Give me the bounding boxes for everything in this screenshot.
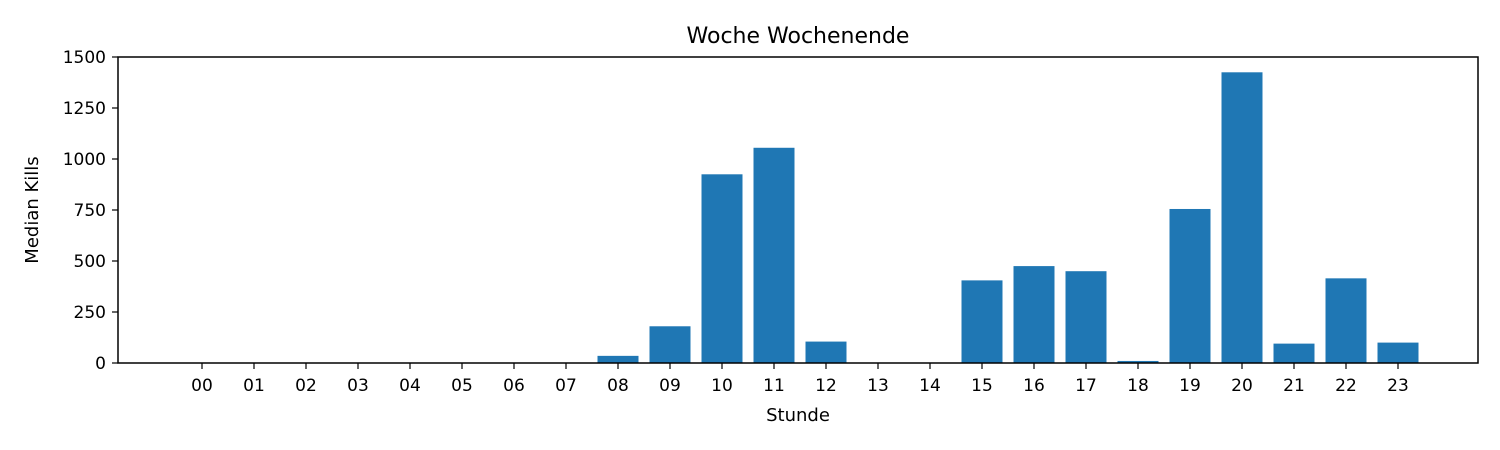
- y-axis-label: Median Kills: [22, 156, 43, 263]
- x-tick-label-06: 06: [503, 376, 525, 396]
- x-axis: 00 01 02 03 04 05 06 07 08 09 10 11 12 13 14 15 16 17 18 19…: [191, 363, 1409, 396]
- x-tick-label-05: 05: [451, 376, 473, 396]
- bar-22: [1325, 278, 1367, 363]
- x-tick-label-00: 00: [191, 376, 213, 396]
- bar-09: [649, 326, 691, 363]
- x-tick-label-09: 09: [659, 376, 681, 396]
- x-tick-label-15: 15: [971, 376, 993, 396]
- x-tick-label-17: 17: [1075, 376, 1097, 396]
- bars-group: [597, 72, 1419, 364]
- x-tick-label-07: 07: [555, 376, 577, 396]
- x-tick-label-19: 19: [1179, 376, 1201, 396]
- bar-08: [597, 355, 639, 363]
- y-tick-label-500: 500: [74, 252, 106, 272]
- bar-18: [1117, 360, 1159, 363]
- x-tick-label-21: 21: [1283, 376, 1305, 396]
- x-tick-label-14: 14: [919, 376, 941, 396]
- y-axis: 0 250 500 750 1000 1250 1500: [63, 48, 118, 374]
- bar-21: [1273, 343, 1315, 363]
- y-tick-label-1250: 1250: [63, 99, 106, 119]
- x-tick-label-18: 18: [1127, 376, 1149, 396]
- y-tick-label-1500: 1500: [63, 48, 106, 68]
- x-tick-label-02: 02: [295, 376, 317, 396]
- bar-17: [1065, 271, 1107, 363]
- x-tick-label-22: 22: [1335, 376, 1357, 396]
- bar-19: [1169, 208, 1211, 363]
- x-tick-label-11: 11: [763, 376, 785, 396]
- bar-12: [805, 341, 847, 363]
- y-tick-label-250: 250: [74, 303, 106, 323]
- bar-10: [701, 174, 743, 363]
- x-tick-label-23: 23: [1387, 376, 1409, 396]
- x-tick-label-20: 20: [1231, 376, 1253, 396]
- x-tick-label-10: 10: [711, 376, 733, 396]
- x-tick-label-12: 12: [815, 376, 837, 396]
- x-axis-label: Stunde: [766, 405, 830, 426]
- y-tick-label-750: 750: [74, 201, 106, 221]
- x-tick-label-03: 03: [347, 376, 369, 396]
- x-tick-label-04: 04: [399, 376, 421, 396]
- y-tick-label-0: 0: [95, 354, 106, 374]
- y-tick-label-1000: 1000: [63, 150, 106, 170]
- bar-15: [961, 280, 1003, 363]
- bar-11: [753, 147, 795, 363]
- x-tick-label-08: 08: [607, 376, 629, 396]
- x-tick-label-01: 01: [243, 376, 265, 396]
- bar-23: [1377, 342, 1419, 363]
- plot-frame: [117, 56, 1479, 364]
- x-tick-label-16: 16: [1023, 376, 1045, 396]
- x-tick-label-13: 13: [867, 376, 889, 396]
- bar-16: [1013, 266, 1055, 363]
- chart-title: Woche Wochenende: [687, 24, 910, 49]
- bar-20: [1221, 72, 1263, 364]
